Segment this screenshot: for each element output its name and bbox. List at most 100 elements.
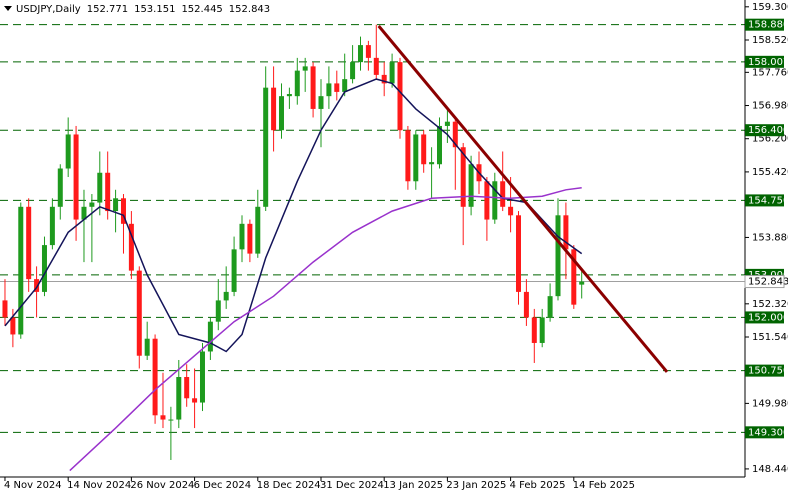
x-tick-label: 26 Nov 2024 [130, 480, 194, 491]
header-value: 152.771 [87, 4, 128, 15]
candle-body [192, 398, 198, 403]
header: USDJPY,Daily 152.771 153.151 152.445 152.843 [16, 4, 270, 15]
candle-body [436, 125, 442, 165]
x-tick-label: 23 Jan 2025 [446, 480, 506, 491]
candle-body [113, 198, 119, 212]
candle-body [2, 300, 8, 318]
candle-body [373, 57, 379, 75]
level-label: 156.400 [748, 125, 788, 136]
level-label: 158.880 [748, 20, 788, 31]
candle-body [160, 415, 166, 420]
y-tick-label: 158.520 [752, 35, 788, 46]
x-tick-label: 14 Feb 2025 [573, 480, 635, 491]
candle-body [152, 338, 158, 416]
candle-body [500, 181, 506, 207]
menu-arrow[interactable] [4, 6, 12, 11]
candle-body [184, 377, 190, 399]
level-box [745, 194, 784, 207]
header-value: 153.151 [134, 4, 175, 15]
candle-body [97, 172, 103, 203]
y-tick-label: 148.440 [752, 464, 788, 475]
candle-body [389, 62, 395, 84]
candle-body [73, 134, 79, 220]
indicator-line [4, 78, 583, 353]
candle-body [555, 215, 561, 297]
level-label: 158.007 [748, 57, 788, 68]
candle-body [199, 351, 205, 403]
y-tick-label: 151.540 [752, 332, 788, 343]
candle-body [468, 164, 474, 207]
candle-body [579, 281, 585, 285]
level-box [745, 364, 784, 377]
candle-body [34, 279, 40, 292]
candle-body [547, 296, 553, 318]
candle-body [444, 121, 450, 126]
candle-body [539, 317, 545, 343]
y-tick-label: 149.980 [752, 398, 788, 409]
candle-body [120, 198, 126, 224]
y-tick-label: 155.420 [752, 167, 788, 178]
candle-body [278, 96, 284, 131]
y-tick-label: 152.320 [752, 299, 788, 310]
candle-body [41, 245, 47, 292]
candle-body [523, 291, 529, 318]
candle-body [215, 300, 221, 322]
x-tick-label: 4 Nov 2024 [4, 480, 62, 491]
candle-body [413, 134, 419, 182]
level-box [745, 55, 784, 68]
candle-body [531, 317, 537, 343]
y-tick-label: 157.760 [752, 67, 788, 78]
level-label: 149.300 [748, 427, 788, 438]
candle-body [429, 162, 435, 165]
candle-body [255, 206, 261, 254]
candle-body [26, 206, 32, 280]
candle-body [484, 181, 490, 220]
x-tick-label: 6 Dec 2024 [194, 480, 252, 491]
candle-body [81, 206, 87, 220]
candle-body [49, 206, 55, 246]
x-tick-label: 4 Feb 2025 [510, 480, 566, 491]
indicator-line [377, 25, 669, 373]
level-label: 154.750 [748, 195, 788, 206]
y-tick-label: 153.880 [752, 232, 788, 243]
header-value: 152.445 [181, 4, 222, 15]
candle-body [286, 94, 292, 97]
level-label: 152.000 [748, 312, 788, 323]
candle-body [326, 83, 332, 97]
candle-body [223, 291, 229, 301]
candle-body [65, 134, 71, 169]
candle-body [350, 62, 356, 80]
candle-body [405, 130, 411, 182]
candle-body [421, 134, 427, 165]
candle-body [492, 181, 498, 220]
candle-body [318, 96, 324, 109]
candle-body [342, 79, 348, 92]
candle-body [294, 70, 300, 97]
level-label: 150.750 [748, 366, 788, 377]
x-tick-label: 31 Dec 2024 [320, 480, 384, 491]
candle-body [302, 66, 308, 71]
x-tick-label: 13 Jan 2025 [383, 480, 443, 491]
candle-body [460, 147, 466, 207]
candle-body [207, 321, 213, 352]
candle-body [231, 249, 237, 292]
level-box [745, 311, 784, 324]
candle-body [310, 66, 316, 109]
indicator-line [69, 186, 582, 472]
candle-body [452, 121, 458, 148]
y-tick-label: 156.200 [752, 134, 788, 145]
y-tick-label: 156.980 [752, 101, 788, 112]
x-tick-label: 14 Nov 2024 [67, 480, 131, 491]
candle-body [571, 249, 577, 305]
candle-body [105, 172, 111, 212]
candle-body [263, 87, 269, 207]
current-price-label: 152.843 [748, 277, 788, 288]
candle-body [144, 338, 150, 356]
candle-body [563, 215, 569, 250]
candle-body [136, 270, 142, 356]
candle-body [128, 223, 134, 271]
level-box [745, 124, 784, 137]
candle-body [176, 377, 182, 420]
x-tick-label: 18 Dec 2024 [257, 480, 321, 491]
